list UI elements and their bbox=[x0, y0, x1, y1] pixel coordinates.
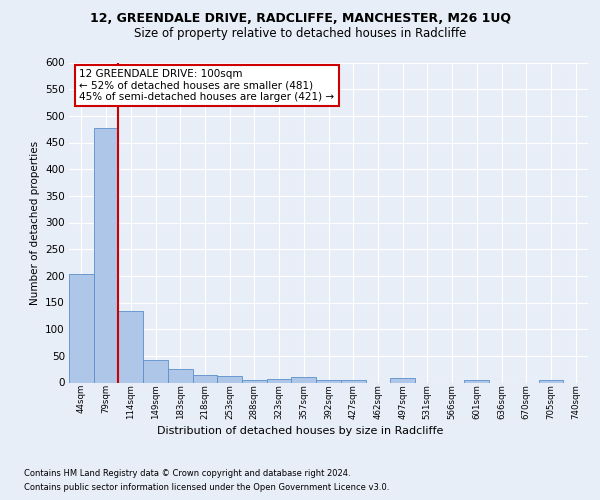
Bar bbox=[168, 369, 193, 382]
Y-axis label: Number of detached properties: Number of detached properties bbox=[29, 140, 40, 304]
Bar bbox=[69, 274, 94, 382]
Bar bbox=[316, 380, 341, 382]
Bar bbox=[341, 380, 365, 382]
Bar bbox=[193, 375, 217, 382]
Text: Size of property relative to detached houses in Radcliffe: Size of property relative to detached ho… bbox=[134, 28, 466, 40]
Bar bbox=[94, 128, 118, 382]
Bar bbox=[539, 380, 563, 382]
Text: 12 GREENDALE DRIVE: 100sqm
← 52% of detached houses are smaller (481)
45% of sem: 12 GREENDALE DRIVE: 100sqm ← 52% of deta… bbox=[79, 69, 335, 102]
Bar bbox=[242, 380, 267, 382]
Text: Contains public sector information licensed under the Open Government Licence v3: Contains public sector information licen… bbox=[24, 484, 389, 492]
Bar bbox=[217, 376, 242, 382]
Bar bbox=[390, 378, 415, 382]
Text: Contains HM Land Registry data © Crown copyright and database right 2024.: Contains HM Land Registry data © Crown c… bbox=[24, 469, 350, 478]
Bar bbox=[292, 376, 316, 382]
Text: 12, GREENDALE DRIVE, RADCLIFFE, MANCHESTER, M26 1UQ: 12, GREENDALE DRIVE, RADCLIFFE, MANCHEST… bbox=[89, 12, 511, 25]
Bar bbox=[118, 311, 143, 382]
Bar bbox=[143, 360, 168, 382]
Bar bbox=[267, 379, 292, 382]
Bar bbox=[464, 380, 489, 382]
Text: Distribution of detached houses by size in Radcliffe: Distribution of detached houses by size … bbox=[157, 426, 443, 436]
